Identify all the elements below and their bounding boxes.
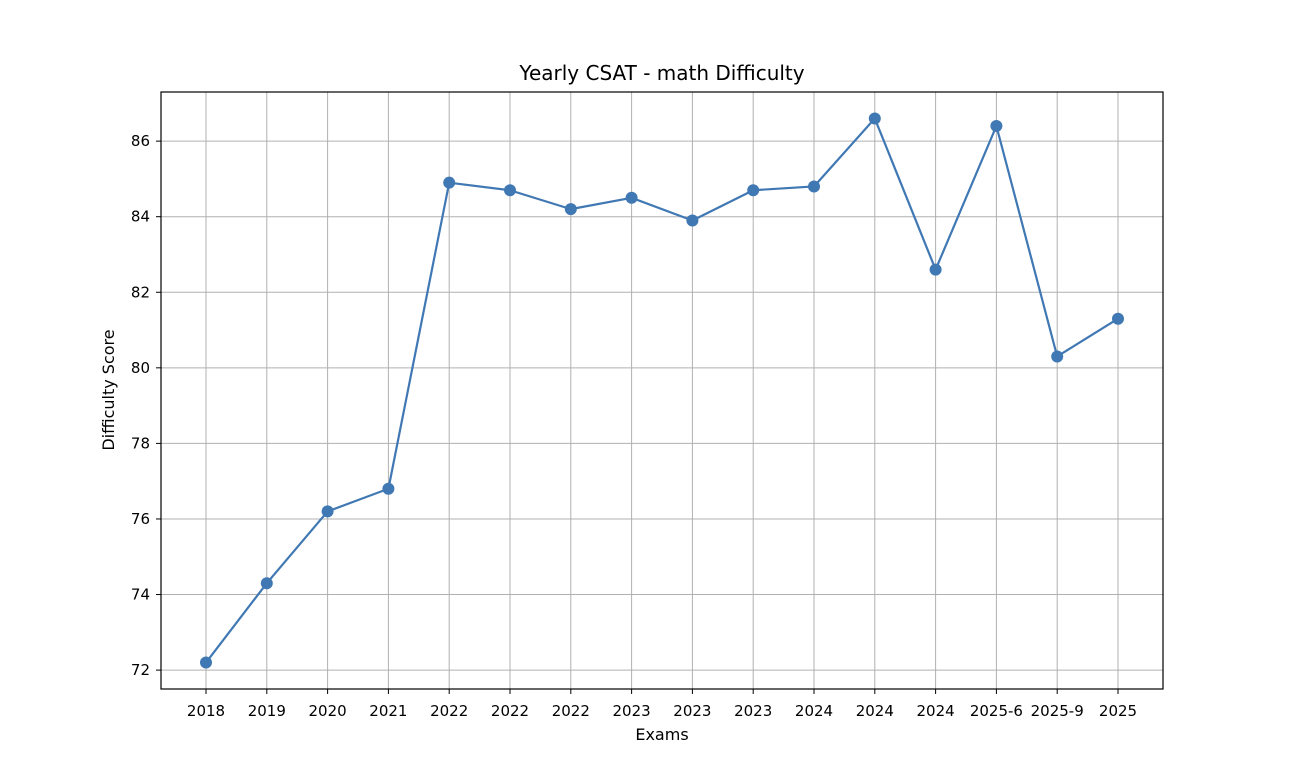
x-tick-label: 2025-6 xyxy=(970,702,1023,720)
plot-area-frame xyxy=(160,91,1164,690)
x-tick-label: 2025 xyxy=(1099,702,1137,720)
y-axis-label: Difficulty Score xyxy=(99,329,118,450)
data-point xyxy=(564,203,577,216)
data-point xyxy=(504,184,516,197)
data-point xyxy=(625,191,638,204)
x-tick-label: 2022 xyxy=(491,702,529,720)
x-tick-label: 2020 xyxy=(309,702,347,720)
y-tick-label: 76 xyxy=(131,510,150,528)
data-point xyxy=(929,263,942,276)
data-point xyxy=(868,112,881,125)
y-tick-label: 80 xyxy=(131,359,150,377)
axis-ticks: 2018 2019 2020 2021 2022 2022 2022 2023 2023 2023… xyxy=(131,132,1137,720)
data-point xyxy=(382,482,395,495)
y-tick-label: 72 xyxy=(131,661,150,679)
x-tick-label: 2019 xyxy=(248,702,286,720)
x-tick-label: 2024 xyxy=(856,702,894,720)
x-tick-label: 2025-9 xyxy=(1031,702,1084,720)
x-tick-label: 2024 xyxy=(795,702,833,720)
y-tick-label: 86 xyxy=(131,132,150,150)
chart-title: Yearly CSAT - math Difficulty xyxy=(518,61,804,85)
x-tick-label: 2023 xyxy=(734,702,772,720)
x-tick-label: 2022 xyxy=(552,702,590,720)
series-line xyxy=(204,117,1120,664)
x-tick-label: 2023 xyxy=(613,702,651,720)
y-tick-label: 78 xyxy=(131,434,150,452)
x-tick-label: 2024 xyxy=(917,702,955,720)
x-axis-label: Exams xyxy=(635,725,688,744)
data-point xyxy=(808,180,820,193)
data-point xyxy=(686,214,699,227)
y-tick-label: 74 xyxy=(131,586,150,604)
x-tick-label: 2023 xyxy=(673,702,711,720)
series xyxy=(200,112,1124,669)
x-tick-label: 2021 xyxy=(369,702,407,720)
data-point xyxy=(990,120,1003,133)
data-point xyxy=(260,577,273,590)
x-tick-label: 2018 xyxy=(187,702,225,720)
grid xyxy=(161,92,1163,689)
data-point xyxy=(1112,312,1124,325)
data-point xyxy=(200,656,212,669)
data-point xyxy=(321,505,334,518)
data-point xyxy=(1051,350,1064,363)
y-tick-label: 84 xyxy=(131,208,150,226)
y-tick-label: 82 xyxy=(131,283,150,301)
data-point xyxy=(747,184,760,197)
x-tick-label: 2022 xyxy=(430,702,468,720)
data-point xyxy=(443,176,456,189)
